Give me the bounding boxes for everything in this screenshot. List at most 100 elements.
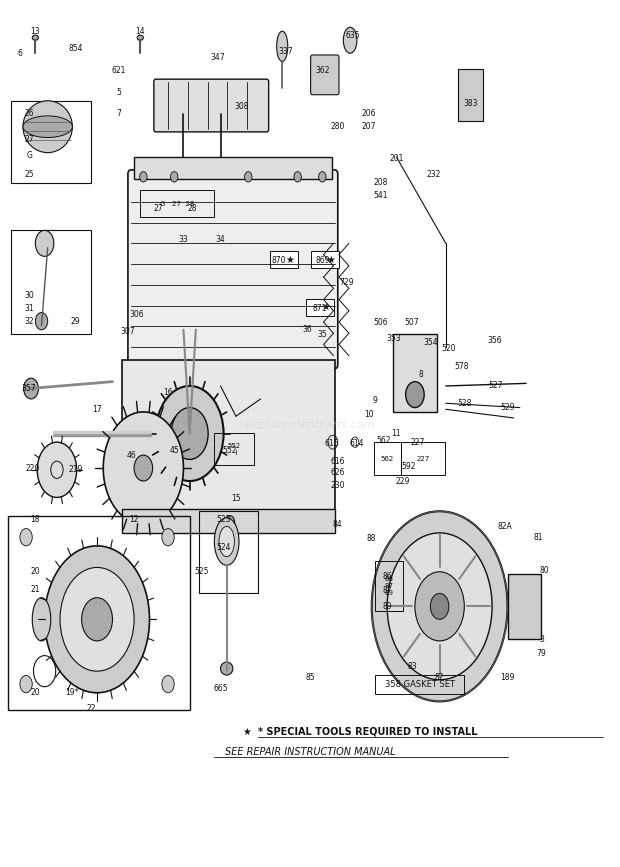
Bar: [401, 442, 445, 475]
Circle shape: [20, 675, 32, 693]
Text: 84: 84: [333, 519, 343, 529]
Text: 232: 232: [427, 170, 441, 179]
Circle shape: [372, 512, 508, 701]
Bar: [508, 574, 541, 639]
Text: 88: 88: [367, 534, 376, 544]
Bar: [393, 334, 436, 412]
Ellipse shape: [23, 101, 73, 153]
Text: 27: 27: [154, 205, 164, 213]
Circle shape: [171, 407, 208, 460]
Text: 615: 615: [324, 440, 339, 448]
Text: 362: 362: [315, 66, 330, 75]
Text: 552
  I: 552 I: [228, 442, 241, 455]
Text: ★: ★: [322, 303, 330, 312]
Text: 189: 189: [500, 673, 515, 681]
Text: 208: 208: [374, 179, 388, 187]
Text: 280: 280: [330, 122, 345, 131]
Circle shape: [216, 104, 226, 118]
Text: 25: 25: [24, 170, 34, 179]
Text: 869: 869: [315, 256, 330, 265]
Text: 578: 578: [454, 362, 469, 370]
Text: 529: 529: [500, 403, 515, 412]
Text: 86: 86: [383, 571, 392, 581]
Text: 227: 227: [411, 438, 425, 447]
Text: 15: 15: [231, 494, 241, 503]
Bar: [215, 433, 254, 466]
Text: 871: 871: [312, 303, 327, 313]
Bar: [374, 442, 401, 475]
Text: 13: 13: [30, 27, 40, 36]
Bar: [122, 509, 335, 533]
FancyBboxPatch shape: [154, 79, 268, 132]
Text: 621: 621: [112, 66, 126, 75]
FancyBboxPatch shape: [311, 55, 339, 95]
Circle shape: [156, 386, 224, 481]
Text: 614: 614: [349, 440, 363, 448]
Bar: [199, 512, 257, 593]
Text: G: G: [26, 151, 32, 160]
Text: 34: 34: [216, 235, 226, 244]
Bar: [375, 675, 464, 694]
Circle shape: [415, 571, 464, 641]
Bar: [134, 157, 332, 179]
FancyBboxPatch shape: [306, 298, 334, 316]
Text: 82A: 82A: [497, 522, 511, 531]
Text: 357: 357: [22, 384, 37, 393]
Text: 7: 7: [116, 109, 121, 118]
FancyBboxPatch shape: [128, 170, 338, 368]
Text: 86
87
89: 86 87 89: [384, 576, 393, 596]
Text: 337: 337: [278, 47, 293, 56]
Text: 33: 33: [179, 235, 188, 244]
Text: 20: 20: [30, 567, 40, 577]
Ellipse shape: [215, 518, 239, 565]
Text: 523: 523: [216, 515, 231, 525]
Text: 11: 11: [392, 429, 401, 438]
Text: 227: 227: [416, 455, 430, 461]
Text: SEE REPAIR INSTRUCTION MANUAL: SEE REPAIR INSTRUCTION MANUAL: [224, 746, 396, 757]
Text: 206: 206: [361, 109, 376, 118]
Ellipse shape: [221, 662, 233, 675]
Text: ★: ★: [327, 255, 335, 264]
Text: 45: 45: [169, 447, 179, 455]
Text: 28: 28: [188, 205, 198, 213]
Text: 19*: 19*: [66, 688, 79, 697]
Text: 31: 31: [24, 303, 34, 313]
Text: ★: ★: [286, 255, 294, 264]
Text: 36: 36: [302, 325, 312, 335]
Text: 524: 524: [216, 543, 231, 552]
Text: 552: 552: [223, 447, 237, 455]
Circle shape: [294, 172, 301, 182]
Text: 16: 16: [163, 388, 173, 396]
Text: 383: 383: [463, 99, 478, 108]
Text: 220: 220: [25, 464, 40, 473]
Ellipse shape: [32, 35, 38, 40]
Circle shape: [104, 412, 184, 525]
Text: 32: 32: [24, 316, 34, 326]
Text: 87: 87: [383, 586, 392, 596]
Text: 307: 307: [121, 327, 135, 336]
FancyBboxPatch shape: [311, 251, 339, 269]
Circle shape: [244, 172, 252, 182]
Circle shape: [140, 172, 147, 182]
Text: 89: 89: [383, 602, 392, 611]
Text: 616: 616: [330, 457, 345, 466]
Circle shape: [60, 568, 134, 671]
Text: 6: 6: [17, 49, 22, 58]
Text: 306: 306: [130, 310, 144, 319]
Text: 562: 562: [381, 455, 394, 461]
Ellipse shape: [137, 35, 143, 40]
Circle shape: [45, 546, 149, 693]
Text: 12: 12: [130, 515, 139, 525]
Text: 27: 27: [24, 135, 34, 144]
Text: 35: 35: [317, 329, 327, 339]
Text: 635: 635: [346, 31, 360, 41]
Ellipse shape: [32, 597, 51, 641]
Text: 229: 229: [396, 477, 410, 486]
Text: 85: 85: [305, 673, 315, 681]
Circle shape: [179, 104, 188, 118]
Text: * SPECIAL TOOLS REQUIRED TO INSTALL: * SPECIAL TOOLS REQUIRED TO INSTALL: [257, 727, 477, 737]
Text: 9: 9: [373, 396, 377, 405]
Text: 20: 20: [30, 688, 40, 697]
Text: 354: 354: [423, 338, 438, 348]
Text: 8: 8: [418, 370, 423, 379]
